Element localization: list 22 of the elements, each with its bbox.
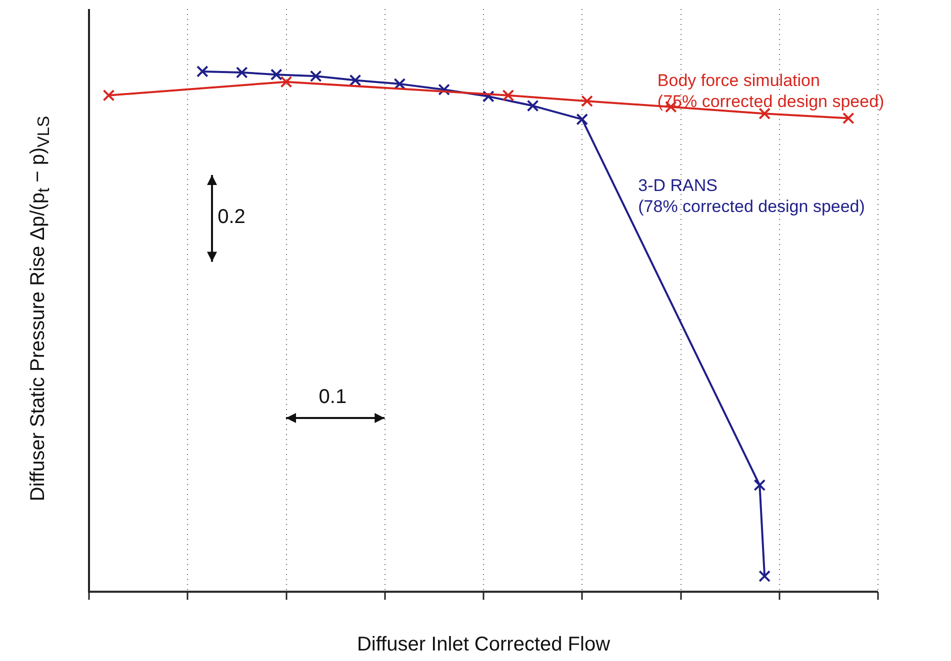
point xyxy=(394,78,406,90)
point xyxy=(502,89,514,102)
point xyxy=(526,100,539,112)
point xyxy=(576,113,588,126)
point xyxy=(280,76,292,88)
annotation: 0.1 xyxy=(318,386,347,409)
point xyxy=(236,66,248,78)
series-label: 3-D RANS (78% corrected design speed) xyxy=(638,176,865,216)
point xyxy=(842,112,854,124)
point xyxy=(581,95,594,108)
point xyxy=(196,65,208,78)
point xyxy=(310,70,322,82)
point xyxy=(349,74,362,86)
point xyxy=(270,68,282,81)
point xyxy=(482,90,494,102)
point xyxy=(102,89,115,102)
point xyxy=(758,108,771,120)
point xyxy=(438,84,450,96)
annotation: 0.2 xyxy=(218,206,246,230)
x-axis-title: Diffuser Inlet Corrected Flow xyxy=(356,634,611,656)
point xyxy=(754,479,766,492)
point xyxy=(758,570,771,582)
